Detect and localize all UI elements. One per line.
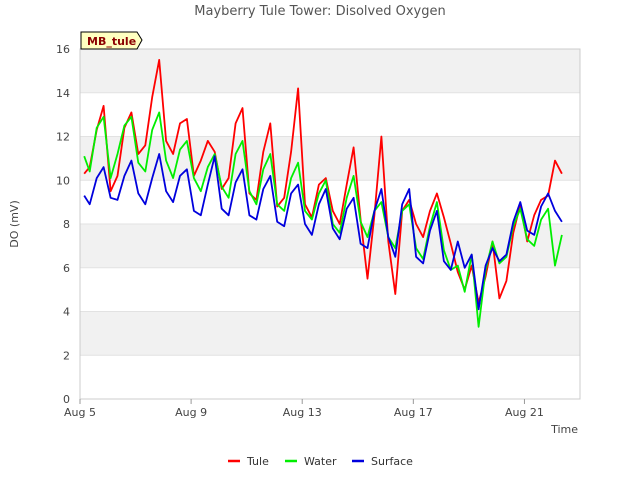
series-line-water bbox=[83, 111, 563, 328]
y-tick-label: 16 bbox=[56, 43, 70, 56]
plot-area bbox=[79, 48, 581, 400]
y-tick-label: 12 bbox=[56, 131, 70, 144]
plot-frame bbox=[79, 48, 581, 400]
x-tick-label: Aug 17 bbox=[394, 406, 433, 419]
chart-title: Mayberry Tule Tower: Disolved Oxygen bbox=[194, 4, 445, 19]
y-tick-label: 10 bbox=[56, 174, 70, 187]
site-label-box: MB_tule bbox=[80, 31, 143, 50]
y-tick-label: 0 bbox=[63, 393, 70, 406]
grid-band bbox=[80, 224, 580, 268]
x-tick-label: Aug 9 bbox=[175, 406, 207, 419]
site-label: MB_tule bbox=[87, 35, 136, 48]
y-tick-label: 4 bbox=[63, 306, 70, 319]
y-tick-label: 14 bbox=[56, 87, 70, 100]
y-axis-label: DO (mV) bbox=[8, 200, 21, 247]
y-tick-label: 6 bbox=[63, 262, 70, 275]
grid-bands bbox=[80, 49, 580, 356]
x-tick-label: Aug 21 bbox=[505, 406, 544, 419]
series-layer bbox=[83, 59, 563, 328]
series-line-surface bbox=[83, 153, 563, 311]
x-axis-label: Time bbox=[550, 423, 578, 436]
legend: Tule Water Surface bbox=[228, 455, 413, 468]
legend-label-tule: Tule bbox=[246, 455, 269, 468]
legend-label-water: Water bbox=[304, 455, 337, 468]
grid-band bbox=[80, 49, 580, 93]
legend-label-surface: Surface bbox=[371, 455, 413, 468]
y-tick-label: 8 bbox=[63, 218, 70, 231]
x-tick-label: Aug 13 bbox=[283, 406, 322, 419]
y-tick-label: 2 bbox=[63, 349, 70, 362]
grid-band bbox=[80, 311, 580, 356]
y-axis: 0 2 4 6 8 10 12 14 16 bbox=[56, 43, 70, 406]
grid-band bbox=[80, 136, 580, 181]
x-tick-label: Aug 5 bbox=[64, 406, 96, 419]
x-axis: Aug 5 Aug 9 Aug 13 Aug 17 Aug 21 bbox=[64, 399, 544, 419]
